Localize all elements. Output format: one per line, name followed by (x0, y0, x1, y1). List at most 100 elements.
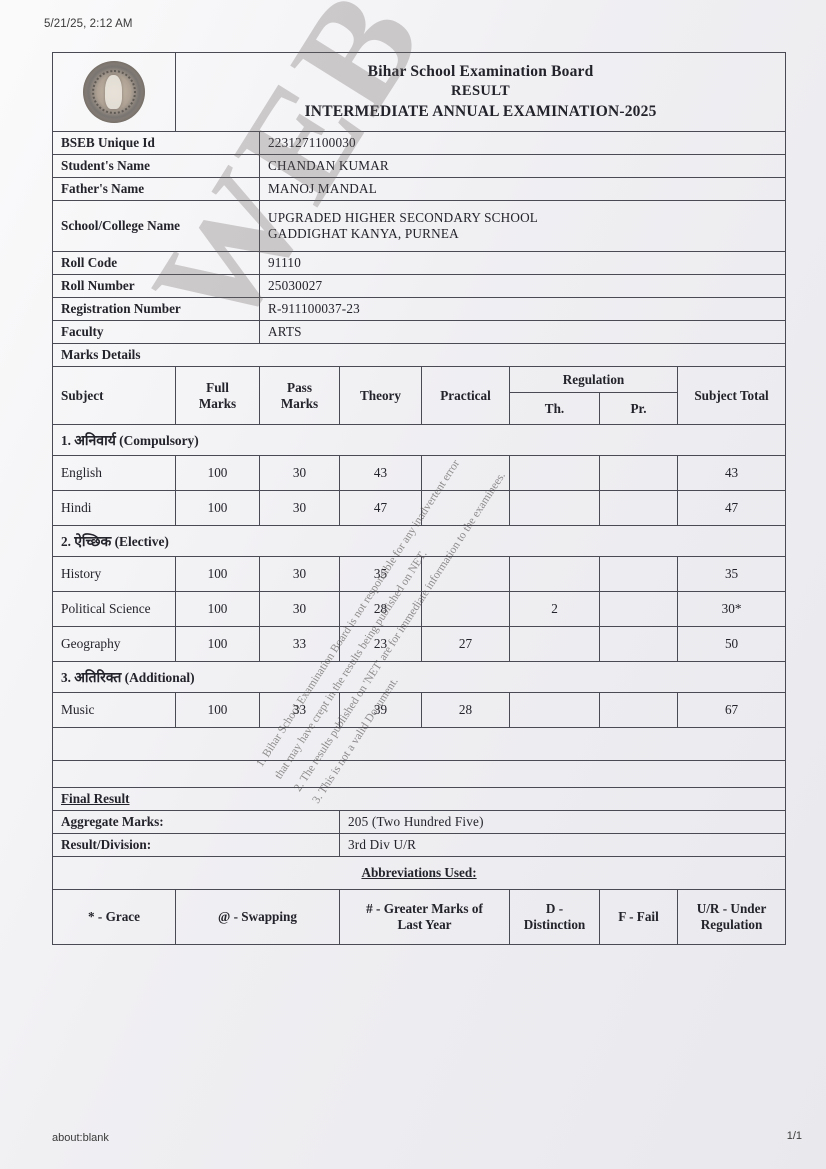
section-english-1: (Compulsory) (119, 432, 199, 448)
full-marks: 100 (175, 490, 260, 526)
page-url: about:blank (52, 1132, 109, 1144)
header-pass-marks-line2: Marks (280, 395, 319, 411)
value-faculty: ARTS (258, 320, 787, 344)
subject-name: English (52, 455, 176, 491)
row-bseb-unique-id: BSEB Unique Id 2231271100030 (52, 131, 787, 155)
row-abbreviations-title: Abbreviations Used: (51, 856, 787, 890)
regulation-th (509, 626, 600, 662)
section-number-2: 2. (61, 533, 71, 549)
section-label-additional: 3. अतिरिक्त (Additional) (51, 661, 787, 693)
value-roll-code: 91110 (258, 251, 787, 275)
full-marks: 100 (175, 591, 260, 627)
theory-marks: 39 (339, 692, 422, 728)
abbr-swapping: @ - Swapping (175, 889, 340, 945)
bseb-seal-icon (83, 61, 145, 123)
abbr-swapping-line1: @ - Swapping (218, 908, 297, 924)
school-line-2: GADDIGHAT KANYA, PURNEA (268, 226, 459, 241)
label-student-name: Student's Name (52, 154, 260, 178)
pass-marks: 30 (259, 556, 340, 592)
section-english-2: (Elective) (114, 533, 169, 549)
board-logo-cell (52, 52, 176, 132)
abbr-greater-marks-line2: Last Year (397, 917, 452, 932)
subject-total: 30* (676, 591, 787, 627)
abbr-grace-line1: * - Grace (88, 908, 140, 924)
value-result-division: 3rd Div U/R (338, 833, 787, 857)
subject-name: Geography (52, 626, 176, 662)
abbr-fail-line1: F - Fail (618, 908, 659, 924)
theory-marks: 23 (339, 626, 422, 662)
subject-name: Hindi (52, 490, 176, 526)
final-result-title-text: Final Result (61, 791, 130, 806)
abbr-distinction-line1: D - (545, 900, 564, 916)
row-roll-code: Roll Code 91110 (52, 251, 787, 275)
subject-total: 50 (676, 626, 787, 662)
regulation-pr (599, 455, 678, 491)
label-school-name: School/College Name (52, 200, 260, 252)
subject-name: Music (52, 692, 176, 728)
regulation-th (509, 692, 600, 728)
row-school-name: School/College Name UPGRADED HIGHER SECO… (52, 200, 787, 252)
section-label-elective: 2. ऐच्छिक (Elective) (51, 525, 787, 557)
section-header-additional: 3. अतिरिक्त (Additional) (51, 661, 787, 693)
label-faculty: Faculty (52, 320, 260, 344)
header-full-marks-line1: Full (206, 379, 229, 395)
abbr-greater-marks-line1: # - Greater Marks of (366, 900, 483, 916)
label-registration-number: Registration Number (52, 297, 260, 321)
label-aggregate-marks: Aggregate Marks: (52, 810, 340, 834)
header-full-marks-line2: Marks (198, 395, 237, 411)
value-aggregate-marks: 205 (Two Hundred Five) (338, 810, 787, 834)
row-faculty: Faculty ARTS (52, 320, 787, 344)
row-registration-number: Registration Number R-911100037-23 (52, 297, 787, 321)
regulation-pr (599, 626, 678, 662)
value-roll-number: 25030027 (258, 274, 787, 298)
subject-total: 47 (676, 490, 787, 526)
row-student-name: Student's Name CHANDAN KUMAR (52, 154, 787, 178)
section-label-compulsory: 1. अनिवार्य (Compulsory) (51, 424, 787, 456)
section-header-elective: 2. ऐच्छिक (Elective) (51, 525, 787, 557)
spacer-cell-1 (51, 727, 787, 761)
table-row: History 100 30 35 35 (52, 556, 787, 592)
section-number-1: 1. (61, 432, 71, 448)
pass-marks: 30 (259, 455, 340, 491)
result-label: RESULT (451, 83, 511, 100)
abbr-distinction: D - Distinction (509, 889, 600, 945)
header-regulation-pr: Pr. (599, 392, 678, 425)
header-regulation: Regulation (509, 366, 678, 393)
row-aggregate-marks: Aggregate Marks: 205 (Two Hundred Five) (52, 810, 787, 834)
label-result-division: Result/Division: (52, 833, 340, 857)
school-line-1: UPGRADED HIGHER SECONDARY SCHOOL (268, 210, 539, 225)
header-subject-total: Subject Total (676, 366, 787, 425)
table-row: Hindi 100 30 47 47 (52, 490, 787, 526)
abbr-under-regulation: U/R - Under Regulation (676, 889, 787, 945)
full-marks: 100 (175, 455, 260, 491)
label-father-name: Father's Name (52, 177, 260, 201)
spacer-row-2 (51, 760, 787, 788)
pass-marks: 30 (259, 591, 340, 627)
practical-marks (421, 455, 510, 491)
header-regulation-th: Th. (509, 392, 600, 425)
subject-total: 35 (676, 556, 787, 592)
marks-details-label: Marks Details (51, 343, 787, 367)
subject-name: History (52, 556, 176, 592)
value-bseb-unique-id: 2231271100030 (258, 131, 787, 155)
theory-marks: 47 (339, 490, 422, 526)
full-marks: 100 (175, 626, 260, 662)
page-number: 1/1 (786, 1130, 802, 1142)
table-row: Political Science 100 30 28 2 30* (52, 591, 787, 627)
header-subject: Subject (52, 366, 176, 425)
spacer-row-1 (51, 727, 787, 761)
print-timestamp: 5/21/25, 2:12 AM (44, 18, 133, 30)
section-english-3: (Additional) (124, 669, 195, 685)
document-header-row: Bihar School Examination Board RESULT IN… (52, 52, 787, 132)
section-devanagari-3: अतिरिक्त (74, 668, 122, 685)
abbr-under-regulation-line2: Regulation (700, 917, 763, 932)
theory-marks: 35 (339, 556, 422, 592)
label-roll-code: Roll Code (52, 251, 260, 275)
abbr-distinction-line2: Distinction (523, 917, 586, 932)
value-registration-number: R-911100037-23 (258, 297, 787, 321)
regulation-th (509, 455, 600, 491)
label-roll-number: Roll Number (52, 274, 260, 298)
regulation-pr (599, 490, 678, 526)
abbr-greater-marks: # - Greater Marks of Last Year (339, 889, 510, 945)
regulation-pr (599, 692, 678, 728)
